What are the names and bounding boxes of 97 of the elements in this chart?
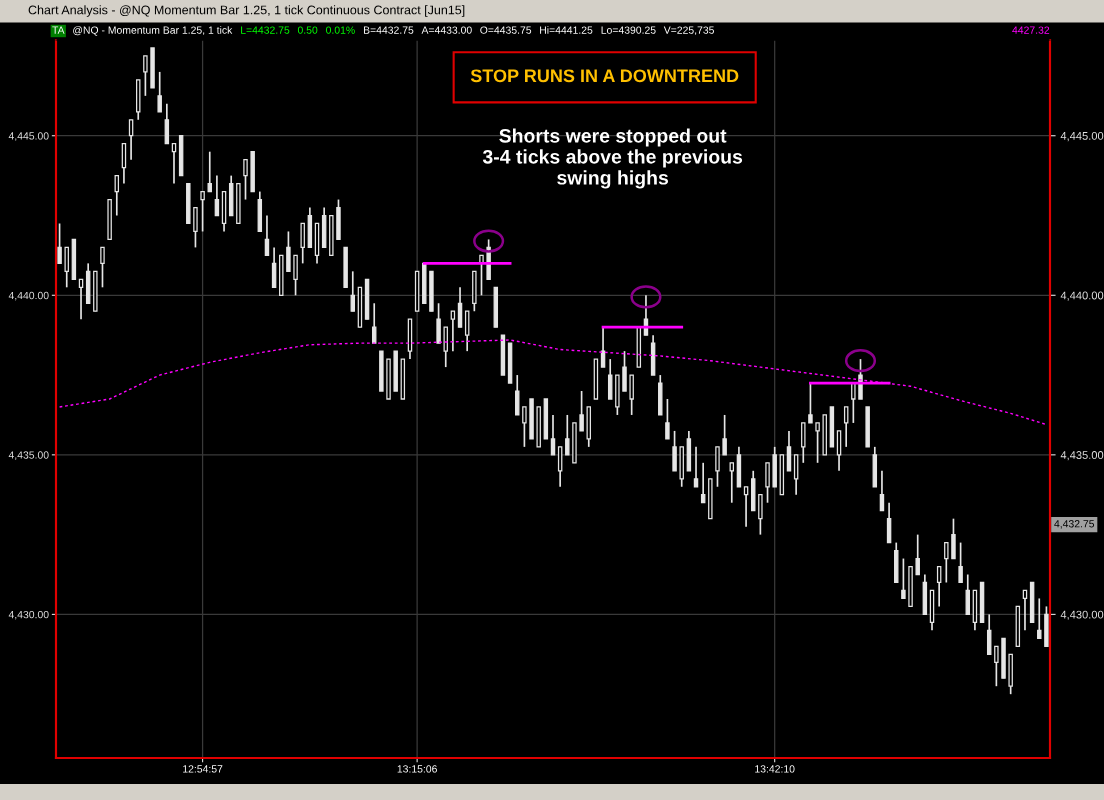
y2-tick-label: 4,430.00: [1060, 610, 1104, 620]
candlestick: [78, 278, 84, 321]
line-series: [58, 339, 1048, 426]
candlestick: [214, 174, 220, 217]
text: A=4433.00: [421, 26, 472, 34]
candlestick: [57, 222, 62, 265]
candlestick: [965, 573, 970, 616]
y-tick-label: 4,430.00: [8, 610, 49, 620]
candlestick: [700, 461, 706, 504]
candlestick: [550, 414, 556, 456]
text: STOP RUNS IN A DOWNTREND: [470, 69, 739, 83]
candlestick: [743, 485, 749, 528]
candlestick: [300, 222, 305, 265]
candlestick: [293, 254, 298, 297]
candlestick: [450, 310, 456, 352]
text: 0.50: [297, 26, 318, 34]
candlestick: [515, 374, 520, 416]
candlestick: [443, 326, 448, 368]
candlestick: [114, 174, 120, 217]
candlestick: [157, 71, 162, 113]
text: Hi=4441.25: [540, 26, 593, 34]
candlestick: [579, 390, 584, 432]
text: L=4432.75: [241, 26, 290, 34]
candlestick: [607, 358, 613, 400]
text: Lo=4390.25: [601, 26, 656, 34]
candlestick: [600, 326, 606, 368]
annotation: Shorts were stopped out 3-4 ticks above the previous swing highs: [482, 128, 743, 189]
candlestick: [143, 55, 148, 97]
candlestick: [1022, 589, 1028, 632]
candlestick: [672, 430, 677, 472]
text: Chart Analysis - @NQ Momentum Bar 1.25, 1 tick Continuous Contract [Jun15]: [28, 5, 465, 17]
candlestick: [936, 565, 942, 608]
candlestick: [843, 406, 849, 448]
text: 4,432.75: [1054, 520, 1095, 529]
text: V=225,735: [663, 26, 714, 36]
candlestick: [200, 190, 205, 233]
text: O=4435.75: [480, 26, 532, 34]
candlestick: [722, 414, 727, 456]
candlestick: [164, 102, 170, 145]
candlestick: [815, 422, 820, 464]
candlestick: [986, 613, 992, 656]
x-tick-label: 12:54:57: [183, 765, 223, 773]
candlestick: [808, 382, 813, 424]
candlestick: [665, 398, 670, 440]
candlestick: [836, 430, 842, 472]
y-tick-label: 4,445.00: [8, 132, 49, 141]
candlestick: [128, 118, 134, 161]
candlestick: [350, 270, 356, 313]
candlestick: [522, 406, 527, 448]
text: TA: [52, 26, 65, 34]
candlestick: [858, 358, 863, 400]
candlestick: [100, 246, 105, 289]
candlestick: [464, 310, 470, 352]
candlestick: [264, 214, 270, 257]
candlestick: [901, 557, 906, 600]
text: 4427.32: [1012, 26, 1050, 34]
candlestick: [915, 533, 920, 576]
candlestick: [557, 446, 563, 488]
y-tick-label: 4,440.00: [8, 291, 49, 301]
candlestick: [64, 246, 69, 289]
candlestick: [958, 541, 963, 584]
candlestick: [622, 350, 627, 392]
candlestick: [786, 430, 792, 472]
candlestick: [693, 446, 699, 488]
x-tick-label: 13:42:10: [755, 765, 795, 773]
candlestick: [994, 645, 999, 688]
candlestick: [951, 517, 956, 560]
candlestick: [851, 382, 856, 424]
y-tick-label: 4,435.00: [8, 451, 49, 460]
text: 0.01%: [326, 26, 355, 34]
candlestick: [271, 246, 277, 289]
candlestick: [243, 158, 248, 201]
candlestick: [765, 461, 770, 504]
candlestick: [436, 302, 441, 344]
candlestick: [793, 454, 799, 496]
candlestick: [758, 493, 763, 536]
text: B=4432.75: [363, 26, 414, 34]
candlestick: [171, 142, 177, 185]
candlestick: [207, 150, 212, 193]
candlestick: [286, 230, 291, 273]
candlestick: [1037, 597, 1042, 640]
candlestick: [801, 422, 806, 464]
y2-tick-label: 4,445.00: [1060, 132, 1104, 142]
candlestick: [715, 446, 720, 488]
candlestick: [944, 541, 949, 584]
candlestick: [886, 501, 892, 544]
y2-tick-label: 4,440.00: [1060, 291, 1104, 301]
text: @NQ - Momentum Bar 1.25, 1 tick: [73, 26, 233, 36]
candlestick: [457, 286, 463, 329]
candlestick: [565, 414, 570, 456]
x-tick-label: 13:15:06: [397, 765, 437, 773]
candlestick: [121, 142, 127, 185]
candlestick: [193, 206, 198, 249]
candlestick: [879, 469, 885, 512]
candlestick: [729, 461, 735, 504]
y2-tick-label: 4,435.00: [1060, 451, 1104, 461]
candlestick: [629, 374, 634, 416]
